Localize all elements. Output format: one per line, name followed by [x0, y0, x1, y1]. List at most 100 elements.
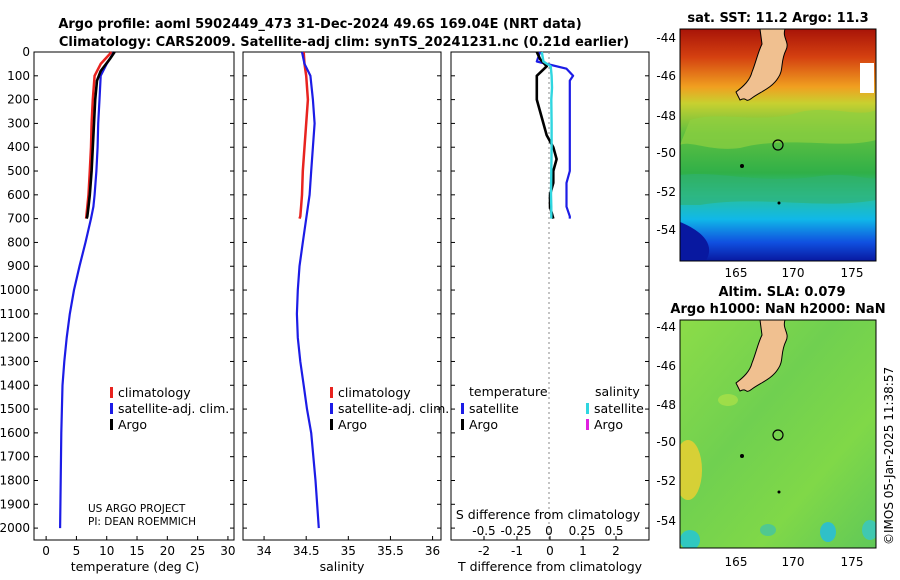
- x-tick-label: 25: [190, 544, 205, 558]
- island-marker: [777, 490, 781, 494]
- x-tick-label: 0: [42, 544, 50, 558]
- pi-credit: PI: DEAN ROEMMICH: [88, 516, 196, 528]
- x-tick-label: 1: [579, 544, 587, 558]
- lat-tick: -44: [656, 31, 676, 45]
- sla-low-patch: [680, 530, 700, 548]
- salinity-legend: climatology satellite-adj. clim. Argo: [330, 385, 449, 432]
- x-tick-label: 35: [341, 544, 356, 558]
- lat-tick: -48: [656, 109, 676, 123]
- depth-tick-label: 800: [7, 235, 30, 249]
- depth-axis: 0 100 200 300 400 500 600 700 800 900 1000 1100 1200…: [0, 45, 649, 535]
- salinity-chart: 34 34.5 35 35.5 36: [256, 51, 440, 558]
- title-line-2: Climatology: CARS2009. Satellite-adj cli…: [59, 35, 629, 50]
- depth-tick-label: 100: [7, 69, 30, 83]
- depth-tick-label: 1200: [0, 331, 30, 345]
- sla-map-title: Altim. SLA: 0.079: [719, 285, 846, 300]
- project-credit: US ARGO PROJECT: [88, 503, 186, 515]
- lat-tick: -46: [656, 359, 676, 373]
- difference-plot-frame: [450, 51, 650, 541]
- legend-label-climatology: climatology: [338, 385, 411, 400]
- x-tick-label: 34: [256, 544, 271, 558]
- legend-header-salinity: salinity: [595, 384, 640, 399]
- sla-high-patch: [680, 440, 702, 500]
- missing-data-patch: [860, 63, 874, 93]
- legend-label-sal-satellite: satellite: [594, 401, 644, 416]
- x-tick-label: 5: [73, 544, 81, 558]
- salinity-axis-label: salinity: [320, 559, 365, 574]
- legend-swatch-satellite: [110, 403, 113, 414]
- temperature-plot-frame: [33, 51, 235, 541]
- legend-label-argo: Argo: [338, 417, 367, 432]
- s-tick: 0.25: [569, 524, 596, 538]
- x-tick-label: -1: [511, 544, 523, 558]
- imos-footer: ©IMOS 05-Jan-2025 11:38:57: [882, 367, 896, 545]
- depth-tick-label: 1300: [0, 354, 30, 368]
- sla-map-subtitle: Argo h1000: NaN h2000: NaN: [670, 302, 885, 317]
- series-line-temperature-argo: [535, 51, 558, 219]
- legend-swatch-sal-satellite: [586, 403, 589, 414]
- s-tick: 0.5: [604, 524, 623, 538]
- legend-swatch-climatology: [110, 387, 113, 398]
- lon-tick: 165: [725, 555, 748, 569]
- x-tick-label: 36: [425, 544, 440, 558]
- depth-tick-label: 700: [7, 212, 30, 226]
- legend-swatch-temp-argo: [461, 419, 464, 430]
- lat-tick: -52: [656, 474, 676, 488]
- south-island-land: [735, 320, 788, 392]
- lon-tick: 170: [782, 555, 805, 569]
- depth-tick-label: 500: [7, 164, 30, 178]
- sst-anomaly-band: [680, 173, 876, 205]
- x-tick-label: 15: [129, 544, 144, 558]
- sst-map-title: sat. SST: 11.2 Argo: 11.3: [687, 11, 868, 26]
- series-line-temperature-satellite: [535, 51, 575, 219]
- s-difference-ticks: -0.5 -0.25 0 0.25 0.5: [472, 524, 623, 538]
- sla-lat-ticks: -44 -46 -48 -50 -52 -54: [656, 320, 676, 528]
- depth-tick-label: 2000: [0, 521, 30, 535]
- legend-swatch-argo: [330, 419, 333, 430]
- x-tick-label: -2: [478, 544, 490, 558]
- sla-low-patch: [820, 522, 836, 542]
- salinity-plot-frame: [242, 51, 442, 541]
- title-line-1: Argo profile: aoml 5902449_473 31-Dec-20…: [58, 17, 581, 32]
- legend-swatch-climatology: [330, 387, 333, 398]
- depth-tick-label: 0: [22, 45, 30, 59]
- difference-chart: -2 -1 0 1 2: [478, 51, 620, 558]
- x-tick-label: 30: [220, 544, 235, 558]
- depth-tick-label: 400: [7, 140, 30, 154]
- s-tick: -0.5: [472, 524, 495, 538]
- lat-tick: -54: [656, 223, 676, 237]
- sst-anomaly-band: [680, 109, 876, 149]
- depth-tick-label: 1700: [0, 450, 30, 464]
- lon-tick: 170: [782, 266, 805, 280]
- legend-swatch-sal-argo: [586, 419, 589, 430]
- x-tick-label: 0: [546, 544, 554, 558]
- s-difference-axis-label: S difference from climatology: [456, 507, 641, 522]
- depth-tick-label: 600: [7, 188, 30, 202]
- argo-float-marker: [772, 429, 784, 441]
- temperature-axis-label: temperature (deg C): [71, 559, 200, 574]
- legend-swatch-satellite: [330, 403, 333, 414]
- south-island-land: [735, 29, 788, 101]
- island-marker: [740, 164, 744, 168]
- legend-label-temp-satellite: satellite: [469, 401, 519, 416]
- difference-legend: temperature salinity satellite Argo sate…: [461, 384, 644, 432]
- island-marker: [777, 201, 781, 205]
- lat-tick: -52: [656, 185, 676, 199]
- temperature-legend: climatology satellite-adj. clim. Argo: [110, 385, 229, 432]
- series-line-satellite-adj-clim-: [295, 51, 320, 529]
- series-line-argo: [85, 51, 116, 219]
- s-tick: -0.25: [500, 524, 531, 538]
- depth-tick-label: 1000: [0, 283, 30, 297]
- s-tick: 0: [545, 524, 553, 538]
- sla-low-patch: [862, 520, 876, 540]
- legend-swatch-argo: [110, 419, 113, 430]
- depth-tick-label: 1800: [0, 473, 30, 487]
- lat-tick: -50: [656, 435, 676, 449]
- depth-tick-label: 900: [7, 259, 30, 273]
- legend-label-satellite: satellite-adj. clim.: [118, 401, 229, 416]
- legend-label-sal-argo: Argo: [594, 417, 623, 432]
- x-tick-label: 35.5: [377, 544, 404, 558]
- lon-tick: 165: [725, 266, 748, 280]
- lat-tick: -48: [656, 398, 676, 412]
- argo-float-marker: [772, 139, 784, 151]
